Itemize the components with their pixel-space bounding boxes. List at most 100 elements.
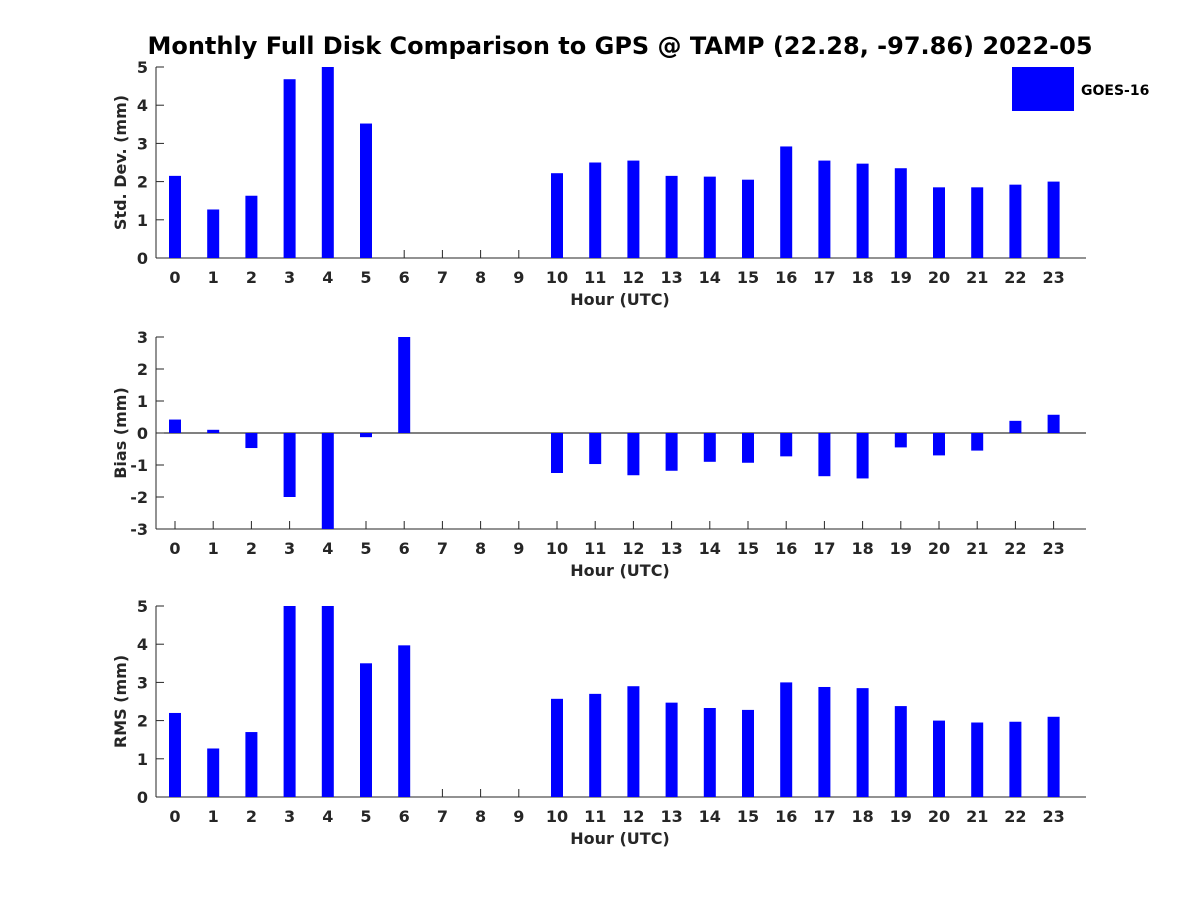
bar (742, 433, 754, 463)
bar (818, 433, 831, 477)
bar (321, 67, 334, 258)
y-tick-label: 3 (137, 673, 148, 692)
x-tick-label: 3 (284, 268, 295, 287)
y-tick-label: 2 (137, 712, 148, 731)
bar (1047, 414, 1060, 433)
bar (321, 433, 334, 529)
x-tick-label: 20 (928, 807, 950, 826)
bar (1009, 184, 1022, 258)
bar (360, 663, 372, 797)
x-axis-label: Hour (UTC) (570, 290, 670, 309)
bar (627, 160, 640, 258)
bar (742, 709, 754, 797)
x-tick-label: 2 (246, 539, 257, 558)
x-tick-label: 1 (208, 268, 219, 287)
y-tick-label: 0 (137, 788, 148, 807)
x-tick-label: 8 (475, 268, 486, 287)
bar (818, 160, 831, 258)
y-tick-label: 5 (137, 58, 148, 77)
x-tick-label: 14 (699, 807, 721, 826)
x-tick-label: 20 (928, 539, 950, 558)
bar (627, 686, 640, 797)
y-tick-label: 5 (137, 597, 148, 616)
y-tick-label: 0 (137, 424, 148, 443)
x-tick-label: 23 (1042, 268, 1064, 287)
bar (283, 433, 296, 497)
bar (589, 433, 602, 465)
bar (1009, 721, 1022, 797)
x-tick-label: 16 (775, 268, 797, 287)
x-tick-label: 12 (622, 268, 644, 287)
x-tick-label: 9 (513, 268, 524, 287)
y-tick-label: 4 (137, 96, 148, 115)
bar (780, 682, 793, 797)
bar (703, 433, 716, 462)
bar (703, 707, 716, 797)
x-tick-label: 15 (737, 268, 759, 287)
x-tick-label: 5 (360, 268, 371, 287)
bar (1047, 716, 1060, 797)
bar (283, 79, 296, 258)
x-tick-label: 0 (169, 268, 180, 287)
bar (665, 175, 678, 258)
bar (245, 732, 258, 797)
bar (398, 645, 411, 797)
bar (933, 187, 945, 258)
bar (207, 748, 220, 797)
y-tick-label: -2 (130, 488, 148, 507)
x-tick-label: 21 (966, 539, 988, 558)
x-tick-label: 8 (475, 807, 486, 826)
bar (971, 433, 984, 451)
bar (933, 433, 945, 456)
bar (360, 433, 372, 438)
x-tick-label: 2 (246, 268, 257, 287)
x-tick-label: 13 (660, 807, 682, 826)
x-tick-label: 11 (584, 807, 606, 826)
x-tick-label: 17 (813, 268, 835, 287)
bar (245, 433, 258, 449)
x-tick-label: 23 (1042, 539, 1064, 558)
x-tick-label: 16 (775, 807, 797, 826)
x-tick-label: 8 (475, 539, 486, 558)
x-tick-label: 23 (1042, 807, 1064, 826)
x-tick-label: 11 (584, 539, 606, 558)
x-tick-label: 6 (399, 268, 410, 287)
bar (551, 698, 563, 797)
x-tick-label: 1 (208, 539, 219, 558)
x-tick-label: 11 (584, 268, 606, 287)
bar (627, 433, 640, 476)
x-tick-label: 21 (966, 268, 988, 287)
bar (818, 686, 831, 797)
x-tick-label: 16 (775, 539, 797, 558)
x-tick-label: 5 (360, 539, 371, 558)
bar (321, 606, 334, 797)
y-tick-label: 1 (137, 211, 148, 230)
x-tick-label: 14 (699, 268, 721, 287)
bar (169, 419, 181, 433)
bar (665, 433, 678, 471)
y-tick-label: 2 (137, 360, 148, 379)
x-tick-label: 3 (284, 807, 295, 826)
x-tick-label: 7 (437, 539, 448, 558)
bar (856, 688, 869, 797)
x-tick-label: 9 (513, 539, 524, 558)
bar (398, 337, 411, 433)
x-tick-label: 19 (890, 268, 912, 287)
bar (780, 433, 793, 457)
bar (971, 187, 984, 258)
x-tick-label: 19 (890, 807, 912, 826)
bar (894, 706, 907, 797)
bar (169, 175, 181, 258)
y-tick-label: 0 (137, 249, 148, 268)
y-tick-label: -1 (130, 456, 148, 475)
y-axis-label: RMS (mm) (111, 655, 130, 748)
y-axis-label: Std. Dev. (mm) (111, 95, 130, 230)
bar (360, 123, 372, 258)
bar (933, 720, 945, 797)
x-tick-label: 12 (622, 807, 644, 826)
x-tick-label: 5 (360, 807, 371, 826)
bar (245, 195, 258, 258)
bar (551, 433, 563, 473)
